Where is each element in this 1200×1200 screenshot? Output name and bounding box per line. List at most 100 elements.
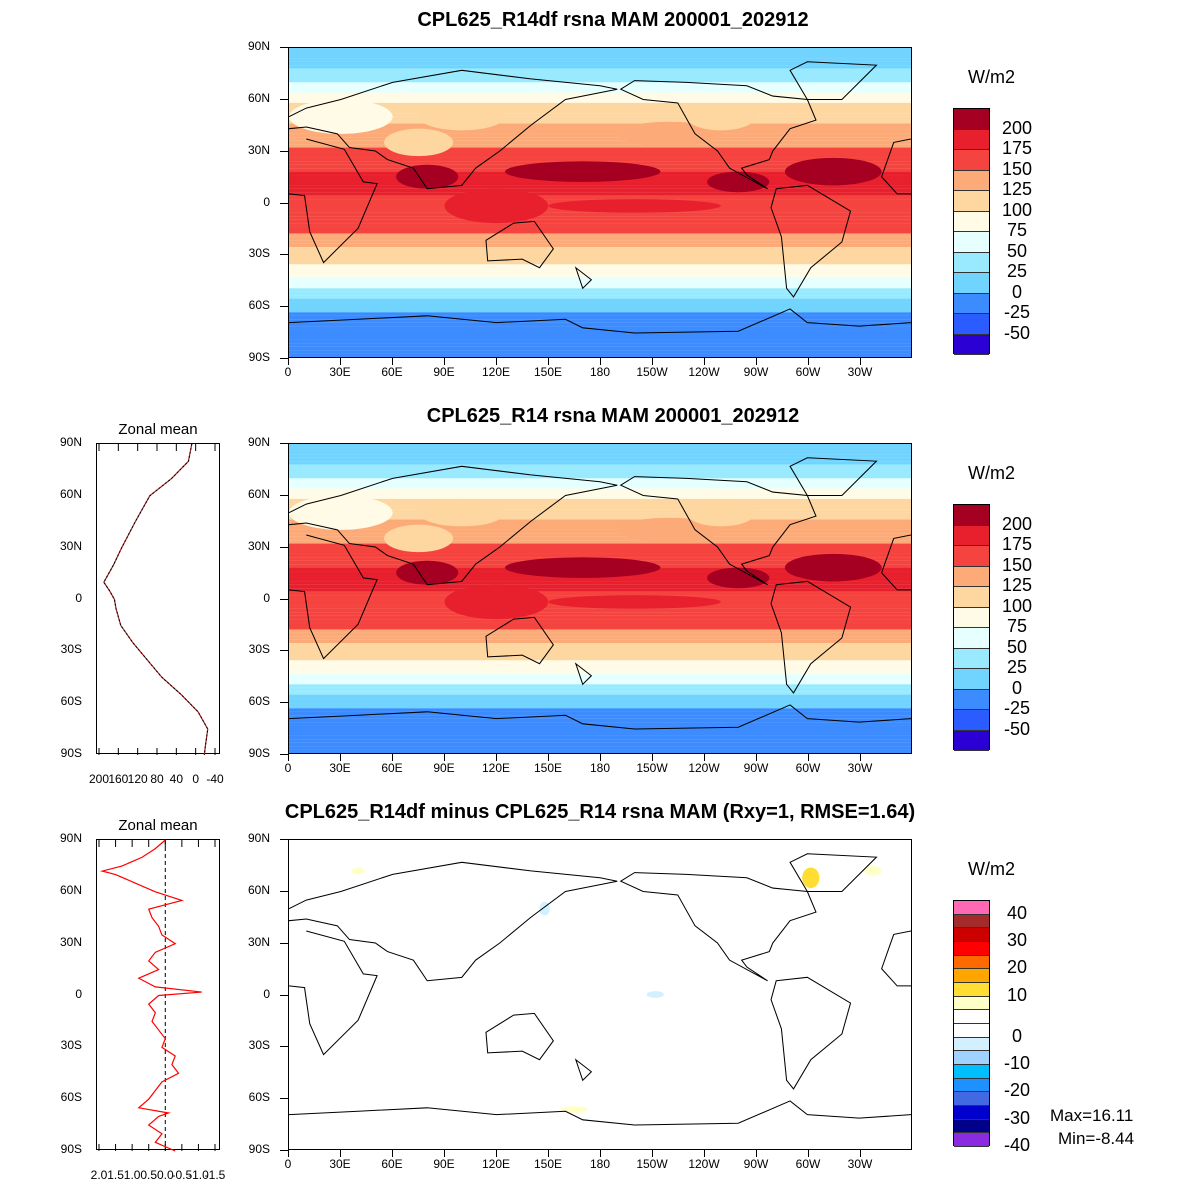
lat-band — [289, 533, 911, 537]
lon-tick-mark — [808, 1150, 809, 1157]
lat-band — [289, 109, 911, 114]
lat-tick-mark — [280, 754, 288, 755]
lat-band — [289, 450, 911, 455]
colorbar-label: 125 — [1001, 575, 1033, 595]
lat-band — [289, 536, 911, 541]
lon-tick-mark — [652, 358, 653, 365]
lat-band — [289, 522, 911, 527]
lon-tick-mark — [756, 754, 757, 761]
lat-band — [289, 516, 911, 520]
colorbar-label: 200 — [1001, 117, 1033, 138]
lat-band — [289, 343, 911, 347]
colorbar-label: -50 — [1003, 322, 1030, 343]
x-tick-label: 1.0 — [124, 1168, 141, 1182]
lat-band — [289, 353, 911, 357]
colorbar-swatch — [954, 730, 989, 751]
lat-band — [289, 216, 911, 220]
lon-tick-mark — [496, 1150, 497, 1157]
lat-band — [289, 691, 911, 695]
lat-tick-label: 30S — [248, 246, 270, 261]
lat-tick-label: 90S — [248, 1142, 270, 1156]
units-label: W/m2 — [968, 67, 1015, 87]
lat-band — [289, 54, 911, 59]
colorbar-swatch — [954, 109, 989, 130]
lat-tick-mark — [280, 1150, 288, 1151]
lat-band — [289, 329, 911, 334]
lon-tick-mark — [288, 1150, 289, 1157]
lat-band — [289, 157, 911, 162]
lat-band — [289, 639, 911, 644]
lat-tick-mark — [280, 98, 288, 100]
lat-tick-mark — [280, 942, 288, 944]
lat-band — [289, 61, 911, 66]
colorbar-swatch — [954, 1064, 989, 1079]
lat-band — [289, 85, 911, 90]
lon-tick-mark — [756, 358, 757, 365]
colorbar-swatch — [954, 1092, 989, 1106]
lat-band — [289, 247, 911, 251]
lon-tick-mark — [860, 358, 861, 365]
lat-band — [289, 236, 911, 241]
colorbar-label: -10 — [1003, 1053, 1030, 1073]
lat-tick-label: 30S — [248, 1038, 270, 1053]
lat-tick-mark — [280, 702, 288, 704]
lat-band — [289, 694, 911, 699]
lat-band — [289, 219, 911, 224]
contour-region — [504, 161, 661, 182]
background — [289, 840, 911, 1149]
contour-region — [504, 557, 661, 578]
colorbar-swatch — [954, 914, 989, 929]
colorbar-label: 10 — [1006, 984, 1028, 1005]
colorbar-swatch — [954, 628, 989, 649]
lat-band — [289, 632, 911, 637]
lat-band — [289, 498, 911, 503]
lat-band — [289, 526, 911, 530]
lat-tick-label: 0 — [263, 590, 270, 605]
lat-band — [289, 281, 911, 285]
lat-tick-label: 60N — [59, 882, 82, 897]
lat-band — [289, 519, 911, 524]
contour-region — [707, 567, 770, 589]
lat-band — [289, 336, 911, 340]
lon-tick-mark — [496, 754, 497, 761]
lon-tick-label: 60E — [381, 365, 403, 379]
lat-band — [289, 82, 911, 86]
colorbar-label: 25 — [1006, 657, 1028, 677]
lon-tick-label: 180 — [589, 1157, 611, 1171]
lon-tick-label: 90W — [743, 761, 769, 775]
lat-band — [289, 749, 911, 753]
lat-tick-mark — [280, 650, 288, 652]
lat-band — [289, 192, 911, 196]
lon-tick-mark — [288, 754, 289, 761]
colorbar-swatch — [954, 1119, 989, 1134]
colorbar-label: 150 — [1001, 554, 1033, 575]
lat-band — [289, 454, 911, 458]
colorbar-label: 125 — [1001, 179, 1033, 199]
contour-region — [784, 157, 882, 186]
colorbar-label: 40 — [1006, 902, 1028, 923]
lat-band — [289, 540, 911, 544]
contour-region — [444, 584, 549, 620]
lon-tick-label: 90E — [433, 761, 455, 775]
lat-band — [289, 505, 911, 510]
lat-band — [289, 471, 911, 475]
lon-tick-label: 0 — [284, 1157, 292, 1171]
x-tick-label: 160 — [108, 772, 128, 786]
colorbar-label: -40 — [1003, 1135, 1030, 1155]
lat-tick-label: 30S — [60, 1038, 82, 1053]
map-rsna-difference — [288, 839, 912, 1150]
lat-tick-label: 90S — [248, 350, 270, 364]
colorbar-label: 0 — [1011, 677, 1022, 698]
lat-band — [289, 133, 911, 138]
lat-band — [289, 619, 911, 623]
lat-band — [289, 608, 911, 613]
lat-band — [289, 274, 911, 279]
lat-tick-label: 30N — [59, 934, 82, 949]
contour-region — [444, 188, 549, 224]
colorbar-swatch — [954, 587, 989, 608]
lat-band — [289, 687, 911, 692]
colorbar-swatch — [954, 607, 989, 628]
x-tick-label: 1.5 — [107, 1168, 124, 1182]
lat-band — [289, 96, 911, 100]
lat-band — [289, 739, 911, 743]
